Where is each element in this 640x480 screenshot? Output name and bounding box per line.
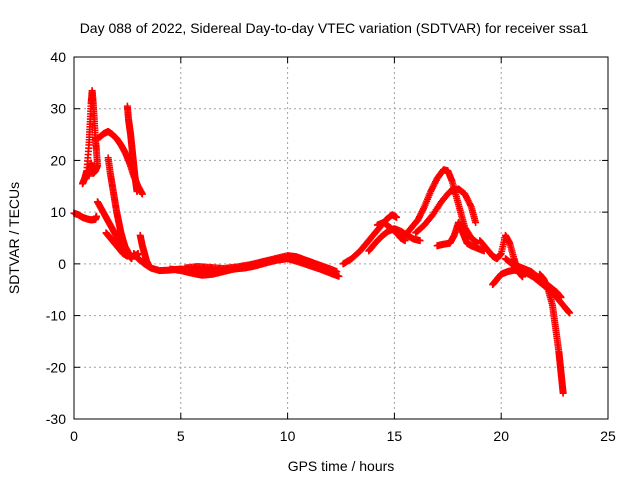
data-points xyxy=(70,87,574,397)
series-arc-peak-18c xyxy=(433,218,488,255)
series-arc-hump xyxy=(96,127,146,198)
series-arc-peak-18b xyxy=(412,185,480,237)
data-point xyxy=(566,309,574,317)
y-tick-label: 30 xyxy=(50,101,66,117)
data-point xyxy=(92,212,100,220)
data-point xyxy=(472,218,480,226)
series-arc-rise-15 xyxy=(339,211,401,268)
x-tick-label: 0 xyxy=(70,428,78,444)
grid-lines xyxy=(74,57,608,419)
y-tick-label: -20 xyxy=(46,359,66,375)
series-arc-rise-15c xyxy=(373,218,409,245)
y-tick-label: 40 xyxy=(50,49,66,65)
series-arc-long-mid xyxy=(181,252,334,273)
x-tick-label: 5 xyxy=(177,428,185,444)
data-point xyxy=(326,265,334,273)
series-arc-descend-c xyxy=(102,229,131,260)
data-point xyxy=(416,237,424,245)
y-tick-label: 0 xyxy=(58,256,66,272)
y-axis-label: SDTVAR / TECUs xyxy=(6,182,22,294)
chart-title: Day 088 of 2022, Sidereal Day-to-day VTE… xyxy=(80,20,589,36)
y-tick-label: -10 xyxy=(46,308,66,324)
x-tick-label: 20 xyxy=(493,428,509,444)
y-tick-label: -30 xyxy=(46,411,66,427)
y-tick-label: 20 xyxy=(50,152,66,168)
axis-ticks: 0 5 10 15 20 25 -30 -20 -10 0 10 20 30 40 xyxy=(46,49,616,444)
series-arc-drop xyxy=(536,270,567,397)
x-tick-label: 25 xyxy=(600,428,616,444)
data-point xyxy=(123,252,131,260)
y-tick-label: 10 xyxy=(50,204,66,220)
series-arc-spike-b xyxy=(123,102,141,195)
series-arc-spike-a xyxy=(79,87,101,188)
series-arc-peak-18 xyxy=(401,166,482,247)
data-point xyxy=(85,172,93,180)
series-arc-early-flat xyxy=(70,209,100,224)
x-tick-label: 10 xyxy=(280,428,296,444)
data-point xyxy=(393,213,401,221)
plot-frame xyxy=(73,56,609,420)
x-axis-label: GPS time / hours xyxy=(288,458,395,474)
data-point xyxy=(559,389,567,397)
data-point xyxy=(335,272,343,280)
data-point xyxy=(133,187,141,195)
x-tick-label: 15 xyxy=(387,428,403,444)
data-point xyxy=(138,190,146,198)
data-point xyxy=(557,293,565,301)
